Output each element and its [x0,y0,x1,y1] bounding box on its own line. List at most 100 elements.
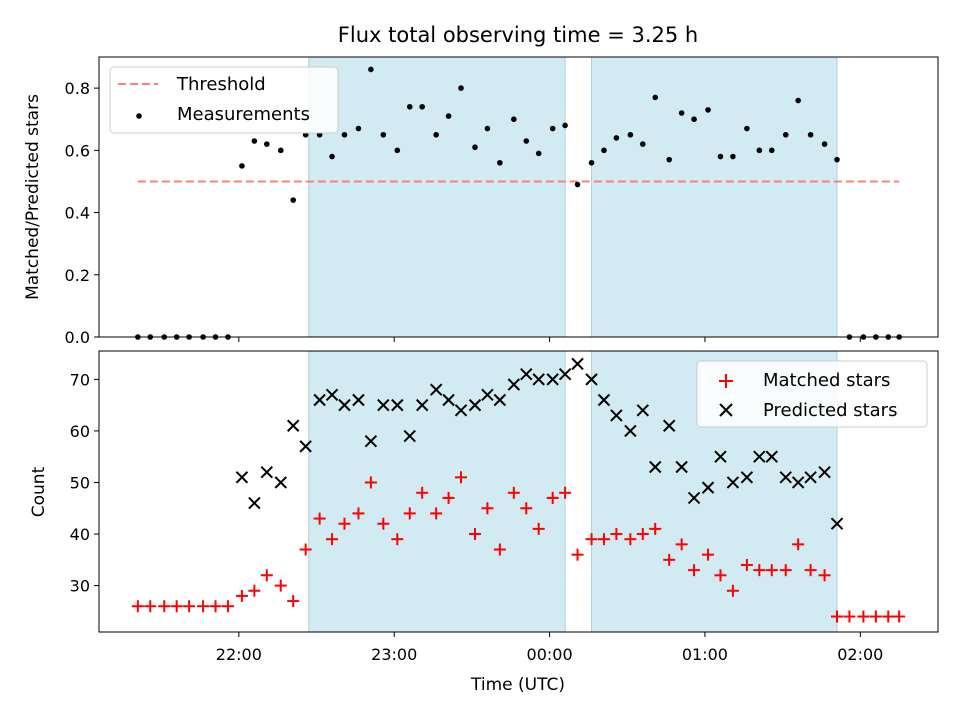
matched-star-point [779,564,792,577]
top-y-tick-label: 0.2 [65,266,90,285]
measurement-point [277,147,284,154]
predicted-star-point [493,393,507,407]
matched-star-point [624,533,637,546]
predicted-star-point [532,373,545,386]
matched-star-point [468,528,481,541]
top-legend-box [109,66,339,134]
matched-star-point [882,610,895,623]
measurement-point [394,147,401,154]
predicted-star-point [403,429,416,443]
measurement-point [730,153,736,160]
predicted-star-point [714,450,727,463]
x-tick-label: 22:00 [216,645,262,664]
matched-star-point [571,548,584,561]
matched-star-point [818,569,831,582]
measurement-point [691,116,697,123]
top-plot-frame [98,56,939,338]
predicted-star-point [830,517,844,530]
predicted-star-point [779,471,792,484]
top-shaded-intervals [308,56,838,338]
measurement-point [290,197,297,203]
matched-star-point [248,584,261,597]
top-y-tick-label: 0.8 [65,79,90,98]
matched-star-point [455,471,468,484]
matched-star-point [377,517,390,530]
predicted-star-point [636,404,650,417]
measurement-point [239,163,245,169]
measurement-point [678,110,685,116]
matched-star-point [675,538,688,551]
measurement-point [562,122,568,129]
measurement-point [406,103,413,110]
bottom-shaded-interval [308,350,566,633]
bottom-y-axis-ticks: 30 40 50 60 70 [70,370,99,596]
predicted-star-point [338,398,351,412]
matched-star-point [610,528,623,541]
measurement-point [821,141,828,147]
matched-star-point [170,600,183,613]
measurement-point [807,131,814,138]
predicted-star-point [364,435,378,448]
legend-matched-swatch [719,374,733,388]
top-y-axis-label: Matched/Predicted stars [23,94,43,300]
x-tick-label: 23:00 [371,645,417,664]
measurement-point [251,138,258,144]
bottom-y-tick-label: 70 [70,370,90,389]
top-y-axis-ticks: 0.0 0.2 0.4 0.6 0.8 [65,79,99,347]
predicted-star-point [260,465,274,479]
measurement-point [380,131,387,138]
matched-star-point [364,476,377,489]
predicted-star-point [804,471,817,484]
x-tick-label: 01:00 [682,645,728,664]
predicted-star-point [481,388,494,402]
matched-star-point [636,528,649,541]
measurement-point [768,147,775,154]
predicted-star-point [675,460,688,474]
predicted-star-point [649,460,662,474]
predicted-star-point [585,373,598,386]
matched-star-point [869,610,882,623]
matched-star-point [726,584,739,597]
bottom-plot-frame [98,350,939,633]
top-y-tick-label: 0.0 [65,328,90,347]
bottom-y-tick-label: 30 [70,577,90,596]
predicted-star-point [468,398,482,412]
predicted-star-point [299,440,312,453]
predicted-star-point [325,388,339,402]
matched-star-point [131,600,144,613]
matched-star-point [831,610,844,623]
top-y-tick-label: 0.6 [65,141,90,160]
legend-measurements-label: Measurements [177,104,310,125]
chart-title: Flux total observing time = 3.25 h [338,23,698,47]
measurement-point [341,131,348,138]
matched-star-point [209,600,222,613]
measurement-point [419,103,425,110]
top-shaded-interval [308,56,566,338]
predicted-stars-series [235,357,844,530]
predicted-star-point [597,393,611,407]
predicted-star-point [274,476,287,489]
top-legend: Threshold Measurements [109,66,339,134]
predicted-star-point [701,481,715,494]
predicted-star-point [558,367,572,381]
matched-star-point [792,538,805,551]
bottom-legend-box [696,360,928,428]
predicted-star-point [663,419,676,432]
measurement-point [458,85,464,91]
predicted-star-point [377,398,390,412]
predicted-star-point [610,409,623,422]
x-tick-label: 02:00 [837,645,883,664]
predicted-star-point [235,471,249,484]
measurement-point [445,113,452,119]
predicted-star-point [753,450,766,463]
measurement-point [472,144,478,151]
matched-star-point [313,512,326,525]
matched-star-point [442,491,455,504]
predicted-star-point [571,357,584,371]
matched-star-point [493,543,506,556]
matched-star-point [753,564,766,577]
matched-star-point [702,548,715,561]
measurement-point [705,107,711,113]
predicted-star-point [520,367,533,381]
